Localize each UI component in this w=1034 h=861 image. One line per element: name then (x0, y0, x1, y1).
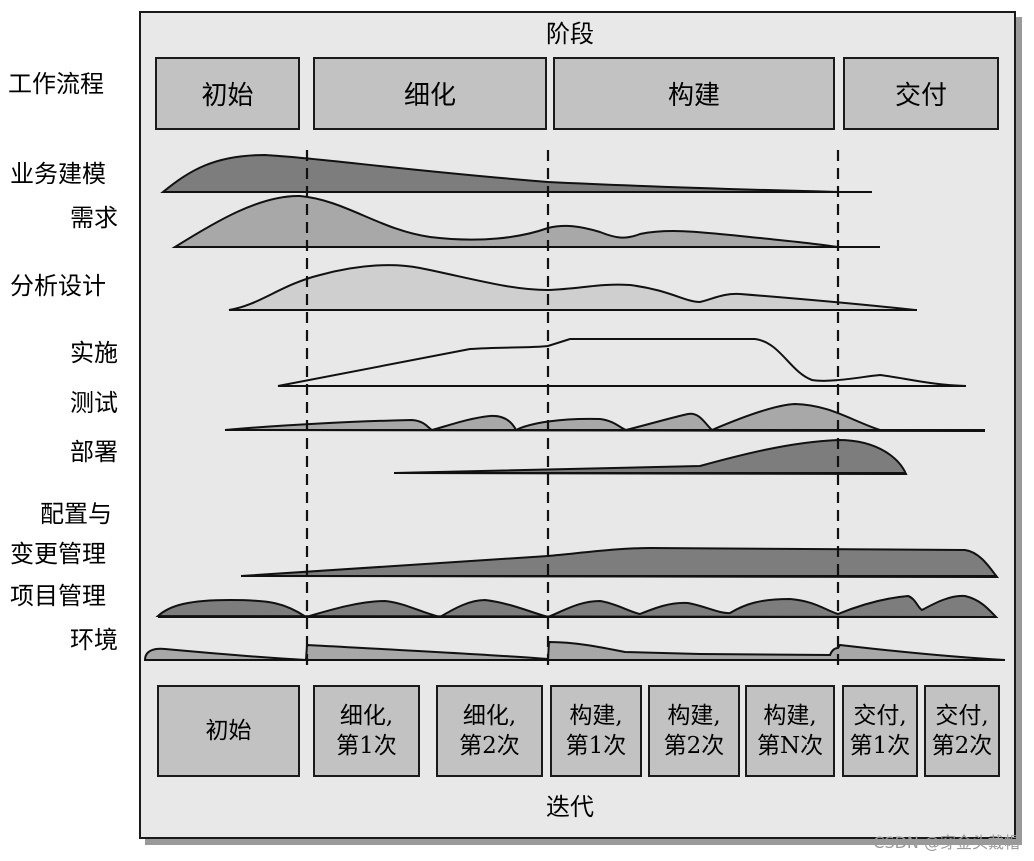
iteration-box-transition-1: 交付, 第1次 (842, 685, 918, 777)
discipline-label-test: 测试 (70, 389, 118, 417)
hump-test (224, 402, 986, 432)
hump-analysis-design (228, 264, 916, 311)
iteration-line1: 细化, (339, 703, 394, 729)
phase-title: 阶段 (546, 20, 594, 48)
iteration-line1: 交付, (935, 703, 989, 729)
watermark: CSDN @穿金头戴帽 (873, 833, 1020, 852)
workflow-header: 工作流程 (8, 70, 104, 98)
hump-project-management (155, 594, 999, 619)
discipline-label-config-2: 变更管理 (10, 540, 106, 568)
discipline-label-business-modeling: 业务建模 (10, 160, 106, 188)
discipline-label-config-1: 配置与 (40, 500, 112, 528)
hump-environment (143, 640, 1006, 662)
iteration-line2: 第1次 (849, 733, 911, 759)
phase-box-construction: 构建 (553, 57, 835, 130)
iteration-line2: 第N次 (756, 733, 824, 759)
iteration-line1: 构建, (763, 703, 817, 729)
iteration-title: 迭代 (546, 793, 594, 821)
hump-deployment (393, 438, 908, 476)
iteration-line2: 第1次 (336, 733, 397, 759)
iteration-line2: 第1次 (565, 733, 627, 759)
iteration-box-initial: 初始 (157, 685, 300, 777)
hump-implementation (277, 338, 967, 387)
iteration-box-construction-1: 构建, 第1次 (550, 685, 642, 777)
iteration-box-transition-2: 交付, 第2次 (924, 685, 1000, 777)
iteration-line1: 交付, (853, 703, 907, 729)
iteration-line1: 构建, (667, 703, 721, 729)
phase-box-inception: 初始 (155, 57, 300, 130)
discipline-label-requirements: 需求 (70, 204, 118, 232)
iteration-box-elaboration-1: 细化, 第1次 (313, 685, 420, 777)
iteration-box-construction-n: 构建, 第N次 (745, 685, 835, 777)
discipline-label-analysis-design: 分析设计 (10, 272, 106, 300)
iteration-line1: 构建, (569, 703, 623, 729)
iteration-line2: 第2次 (459, 733, 520, 759)
discipline-label-implementation: 实施 (70, 339, 118, 367)
discipline-label-project-management: 项目管理 (10, 582, 106, 610)
hump-config-change (240, 546, 1000, 579)
iteration-line1: 初始 (205, 718, 252, 744)
iteration-box-elaboration-2: 细化, 第2次 (436, 685, 543, 777)
hump-requirements (171, 194, 839, 248)
iteration-box-construction-2: 构建, 第2次 (648, 685, 740, 777)
discipline-label-deployment: 部署 (70, 438, 118, 466)
iteration-line2: 第2次 (931, 733, 993, 759)
phase-box-elaboration: 细化 (313, 57, 547, 130)
iteration-line2: 第2次 (663, 733, 725, 759)
hump-business-modeling (160, 153, 839, 193)
iteration-line1: 细化, (462, 703, 517, 729)
discipline-label-environment: 环境 (70, 626, 118, 654)
phase-box-transition: 交付 (843, 57, 999, 130)
